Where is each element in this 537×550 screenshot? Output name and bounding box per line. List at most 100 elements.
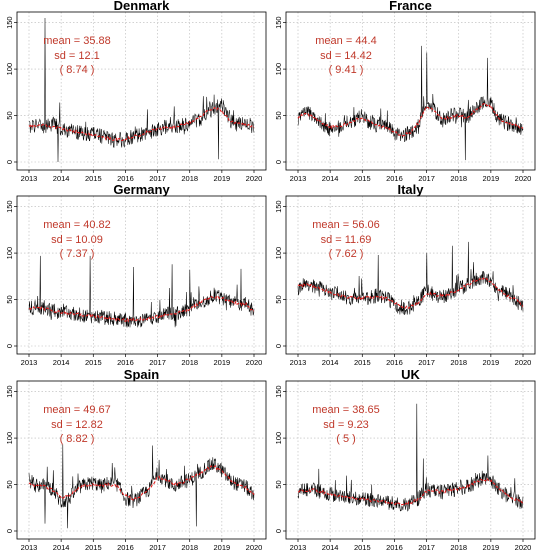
- y-tick-label: 100: [5, 432, 14, 445]
- x-tick-label: 2018: [181, 543, 198, 550]
- trend-line: [297, 102, 524, 137]
- stat-mean: mean = 44.4: [315, 35, 376, 47]
- plot-frame: [16, 380, 267, 540]
- y-tick-label: 50: [274, 480, 283, 488]
- panel-uk: UK 0 50 100 150 2013 2014 2015 2016 2017 2018 2019 2…: [274, 367, 536, 550]
- x-tick-label: 2019: [483, 174, 500, 183]
- x-tick-label: 2017: [418, 174, 435, 183]
- y-tick-label: 100: [274, 63, 283, 76]
- trend-line: [28, 295, 255, 323]
- x-tick-label: 2015: [85, 543, 102, 550]
- y-tick-label: 0: [5, 344, 14, 348]
- price-series-line: [28, 255, 255, 328]
- y-tick-label: 50: [274, 111, 283, 119]
- y-tick-label: 150: [5, 385, 14, 398]
- stat-extra: ( 5 ): [336, 433, 356, 445]
- x-tick-label: 2020: [515, 543, 532, 550]
- panel-title: Spain: [124, 367, 159, 382]
- y-tick-label: 0: [5, 529, 14, 533]
- stat-sd: sd = 12.1: [54, 50, 100, 62]
- stat-extra: ( 7.37 ): [60, 248, 95, 260]
- x-tick-label: 2013: [290, 174, 307, 183]
- x-tick-label: 2016: [386, 358, 403, 367]
- stat-mean: mean = 35.88: [43, 35, 111, 47]
- panel-france: France 0 50 100 150 2013 2014 2015 2016 2017 2018 2…: [274, 0, 536, 183]
- x-tick-label: 2018: [450, 543, 467, 550]
- x-tick-label: 2015: [354, 174, 371, 183]
- x-tick-label: 2013: [21, 543, 38, 550]
- panel-denmark: Denmark 0 50 100 150 2013 2014 2015 2016 2017 2018…: [5, 0, 267, 183]
- x-tick-label: 2020: [515, 358, 532, 367]
- x-tick-label: 2016: [117, 543, 134, 550]
- x-tick-label: 2013: [21, 174, 38, 183]
- stat-sd: sd = 10.09: [51, 234, 103, 246]
- y-tick-label: 100: [274, 247, 283, 260]
- y-tick-label: 0: [274, 529, 283, 533]
- x-tick-label: 2018: [450, 358, 467, 367]
- y-tick-label: 0: [274, 344, 283, 348]
- x-tick-label: 2014: [322, 543, 339, 550]
- x-tick-label: 2020: [246, 174, 263, 183]
- x-tick-label: 2017: [149, 358, 166, 367]
- y-tick-label: 150: [274, 16, 283, 29]
- trend-line: [297, 277, 524, 309]
- y-tick-label: 0: [5, 160, 14, 164]
- x-tick-label: 2015: [354, 543, 371, 550]
- stat-mean: mean = 49.67: [43, 404, 111, 416]
- x-tick-label: 2014: [53, 543, 70, 550]
- x-tick-label: 2017: [418, 543, 435, 550]
- panel-title: Germany: [113, 182, 170, 197]
- x-tick-label: 2013: [290, 358, 307, 367]
- x-tick-label: 2020: [515, 174, 532, 183]
- x-tick-label: 2019: [483, 543, 500, 550]
- y-tick-label: 50: [5, 111, 14, 119]
- x-tick-label: 2018: [181, 174, 198, 183]
- y-tick-label: 100: [5, 63, 14, 76]
- price-series-line: [297, 45, 524, 161]
- x-tick-label: 2019: [214, 174, 231, 183]
- y-tick-label: 50: [274, 295, 283, 303]
- plot-frame: [16, 195, 267, 355]
- panel-italy: Italy 0 50 100 150 2013 2014 2015 2016 2017 2018 20…: [274, 182, 536, 367]
- x-tick-label: 2014: [53, 358, 70, 367]
- y-tick-label: 50: [5, 480, 14, 488]
- y-tick-label: 100: [5, 247, 14, 260]
- stat-sd: sd = 14.42: [320, 50, 372, 62]
- trend-line: [28, 464, 255, 501]
- stat-extra: ( 7.62 ): [329, 248, 364, 260]
- x-tick-label: 2016: [117, 174, 134, 183]
- x-tick-label: 2014: [53, 174, 70, 183]
- x-tick-label: 2017: [418, 358, 435, 367]
- stat-extra: ( 8.74 ): [60, 64, 95, 76]
- stat-extra: ( 8.82 ): [60, 433, 95, 445]
- x-tick-label: 2019: [214, 358, 231, 367]
- x-tick-label: 2019: [483, 358, 500, 367]
- y-tick-label: 150: [5, 16, 14, 29]
- x-tick-label: 2019: [214, 543, 231, 550]
- price-series-line: [28, 17, 255, 163]
- plot-frame: [285, 380, 536, 540]
- x-tick-label: 2016: [117, 358, 134, 367]
- y-tick-label: 150: [5, 200, 14, 213]
- stat-mean: mean = 40.82: [43, 219, 111, 231]
- x-tick-label: 2016: [386, 174, 403, 183]
- x-tick-label: 2018: [450, 174, 467, 183]
- panel-title: France: [389, 0, 432, 13]
- trend-line: [297, 477, 524, 506]
- y-tick-label: 100: [274, 432, 283, 445]
- x-tick-label: 2014: [322, 174, 339, 183]
- x-tick-label: 2017: [149, 543, 166, 550]
- x-tick-label: 2015: [85, 358, 102, 367]
- x-tick-label: 2020: [246, 543, 263, 550]
- x-tick-label: 2015: [85, 174, 102, 183]
- y-tick-label: 0: [274, 160, 283, 164]
- stat-sd: sd = 9.23: [323, 419, 369, 431]
- stat-mean: mean = 38.65: [312, 404, 380, 416]
- x-tick-label: 2017: [149, 174, 166, 183]
- x-tick-label: 2014: [322, 358, 339, 367]
- panel-germany: Germany 0 50 100 150 2013 2014 2015 2016 2017 2018…: [5, 182, 267, 367]
- panel-title: Denmark: [114, 0, 170, 13]
- panel-title: Italy: [397, 182, 424, 197]
- panel-spain: Spain 0 50 100 150 2013 2014 2015 2016 2017 2018 20…: [5, 367, 267, 550]
- x-tick-label: 2020: [246, 358, 263, 367]
